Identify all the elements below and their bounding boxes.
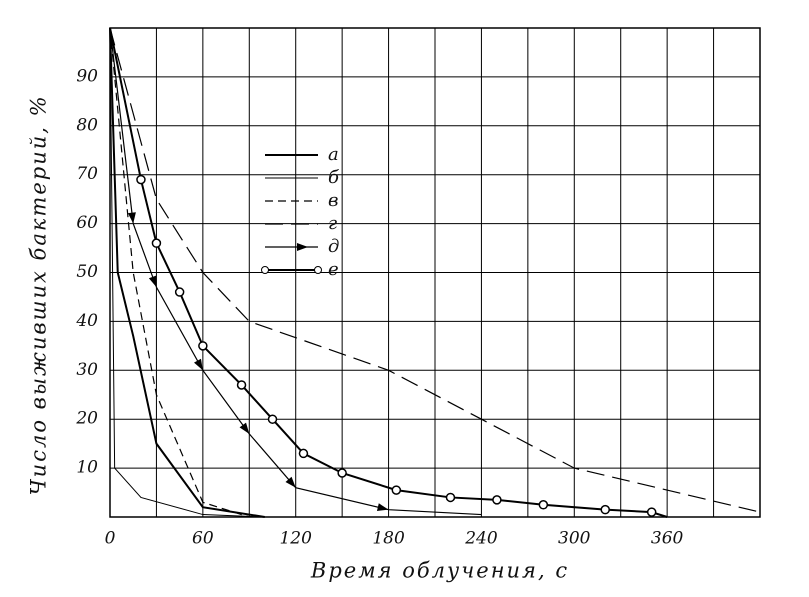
- point-marker: [148, 275, 157, 288]
- y-tick-label: 60: [76, 213, 98, 233]
- point-marker: [298, 448, 309, 459]
- point-marker: [492, 495, 502, 505]
- series-line: [109, 27, 482, 516]
- point-marker: [267, 414, 278, 424]
- legend-marker: [261, 266, 269, 274]
- x-tick-label: 120: [279, 529, 312, 549]
- point-marker: [376, 503, 389, 512]
- legend-label: е: [328, 259, 339, 280]
- x-tick-label: 360: [651, 529, 684, 549]
- legend-label: в: [328, 190, 338, 211]
- point-marker: [136, 174, 146, 185]
- series-line: [109, 27, 668, 518]
- point-marker: [151, 238, 162, 248]
- y-tick-label: 40: [75, 311, 98, 331]
- y-axis-title: Число выживших бактерий, %: [27, 94, 51, 495]
- legend-label: а: [328, 144, 339, 165]
- series-line: [109, 27, 265, 518]
- x-tick-label: 180: [372, 529, 405, 549]
- point-marker: [198, 341, 208, 351]
- point-marker: [127, 212, 136, 224]
- y-tick-label: 80: [76, 115, 98, 135]
- point-marker: [285, 476, 296, 488]
- x-tick-label: 240: [464, 529, 498, 549]
- point-marker: [445, 492, 456, 503]
- y-tick-label: 10: [76, 458, 98, 478]
- x-tick-label: 300: [558, 529, 591, 549]
- point-marker: [600, 504, 610, 515]
- x-tick-label: 60: [192, 529, 214, 549]
- point-marker: [239, 422, 250, 434]
- series-line: [109, 27, 761, 513]
- point-marker: [236, 380, 247, 390]
- point-marker: [646, 507, 657, 517]
- legend-label: б: [328, 167, 340, 188]
- point-marker: [337, 468, 347, 478]
- series-line: [109, 27, 250, 518]
- legend-label: д: [328, 236, 339, 257]
- legend-label: г: [328, 213, 337, 234]
- point-marker: [391, 485, 402, 495]
- y-tick-label: 50: [76, 262, 98, 282]
- legend-marker: [314, 266, 322, 274]
- y-tick-label: 20: [75, 409, 98, 429]
- x-axis-title: Время облучения, с: [310, 559, 569, 583]
- series-line: [109, 27, 265, 518]
- point-marker: [194, 358, 203, 371]
- x-tick-label: 0: [105, 529, 116, 549]
- point-marker: [174, 287, 185, 297]
- point-marker: [538, 500, 549, 510]
- y-tick-label: 30: [76, 360, 98, 380]
- y-tick-label: 70: [76, 164, 98, 184]
- y-tick-label: 90: [76, 66, 98, 86]
- legend-marker: [297, 243, 308, 251]
